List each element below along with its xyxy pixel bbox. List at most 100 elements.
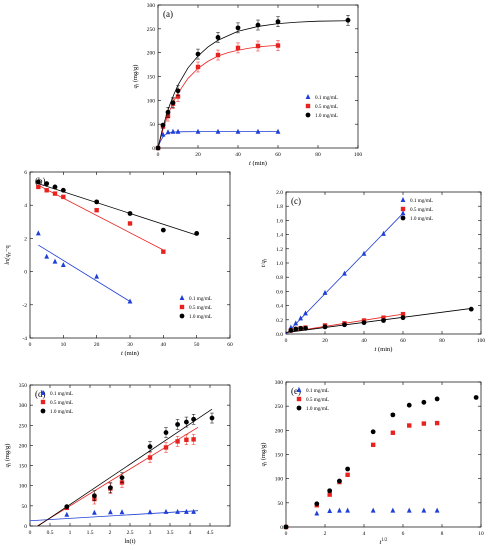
legend-marker	[179, 295, 185, 300]
legend-marker	[400, 215, 406, 221]
legend-marker	[305, 94, 311, 99]
data-point	[161, 249, 166, 254]
data-point	[170, 100, 176, 106]
x-tick-label: 4	[189, 530, 192, 536]
x-tick-label: 0	[157, 152, 160, 158]
data-point	[293, 326, 299, 332]
data-point	[160, 131, 166, 137]
y-tick-label: 1.8	[276, 204, 283, 210]
y-axis-label: qt (mg/g)	[260, 443, 269, 467]
fit-line	[158, 131, 278, 148]
x-tick-label: 3	[149, 530, 152, 536]
data-point	[345, 472, 350, 477]
y-axis-label: t/qt	[260, 258, 269, 267]
x-tick-label: 0	[285, 531, 288, 537]
plot-frame	[29, 384, 231, 527]
series-1-0-mg-ml	[155, 15, 351, 151]
series-0-5-mg-ml	[36, 426, 199, 526]
fit-line	[158, 20, 349, 148]
series-1-0-mg-ml	[283, 395, 479, 530]
legend-entry: 0.1 mg/mL	[315, 95, 338, 101]
y-tick-label: 200	[275, 428, 284, 434]
y-tick-label: -2	[22, 303, 27, 309]
data-point	[52, 184, 58, 190]
data-point	[337, 507, 342, 513]
data-point	[345, 466, 351, 472]
data-point	[322, 289, 328, 295]
data-point	[36, 184, 41, 190]
data-point	[327, 488, 333, 494]
data-point	[342, 322, 347, 328]
data-point	[361, 250, 367, 256]
panel-label: (e)	[291, 386, 301, 396]
x-tick-label: 40	[361, 338, 367, 344]
data-point	[235, 25, 241, 31]
y-tick-label: 0.0	[276, 332, 283, 338]
data-point	[44, 188, 49, 193]
y-tick-label: 150	[147, 75, 156, 81]
legend-entry: 0.1 mg/mL	[410, 198, 433, 204]
panel-label: (d)	[35, 389, 46, 399]
data-point	[175, 422, 181, 427]
data-point	[361, 320, 367, 326]
y-tick-label: 350	[19, 383, 28, 389]
fit-line	[37, 408, 213, 526]
data-point	[160, 227, 166, 233]
x-tick-label: 0	[29, 342, 32, 348]
x-tick-label: 6	[402, 531, 405, 537]
data-point	[314, 510, 320, 516]
y-tick-label: 0	[280, 525, 283, 531]
x-tick-label: 20	[94, 342, 100, 348]
data-point	[314, 501, 320, 507]
panel-label: (a)	[163, 9, 173, 19]
data-point	[381, 230, 386, 236]
data-point	[235, 45, 241, 51]
chart-panel-d: 0 0.5 1 1.5 2 2.5 3 3.5 4 4.5 0 50 100 150 200 250 300 35…	[4, 383, 231, 545]
data-point	[163, 445, 169, 450]
data-point	[370, 507, 376, 513]
x-tick-label: 2	[109, 530, 112, 536]
y-tick-label: 0.6	[276, 289, 283, 295]
data-point	[175, 128, 181, 134]
legend-entry: 0.5 mg/mL	[410, 207, 433, 213]
legend-marker	[40, 399, 46, 405]
series-0-1-mg-ml	[155, 128, 281, 150]
data-point	[322, 324, 328, 330]
y-tick-label: 1.0	[276, 261, 283, 267]
x-tick-label: 80	[315, 152, 321, 158]
y-axis-label: qt (mg/g)	[4, 444, 13, 468]
data-point	[345, 17, 351, 23]
series-0-1-mg-ml	[283, 507, 440, 529]
x-tick-label: 4.5	[207, 530, 214, 536]
chart-panel-a: 0 20 40 60 80 100 0 50 100 150 200 250 300 (a) t (min)…	[132, 3, 362, 167]
x-tick-label: 0	[285, 338, 288, 344]
data-point	[184, 437, 189, 442]
data-point	[175, 508, 180, 514]
series-0-5-mg-ml	[36, 184, 166, 254]
y-tick-label: 200	[19, 443, 28, 449]
data-point	[255, 128, 261, 134]
legend-entry: 0.1 mg/mL	[50, 391, 73, 397]
data-point	[155, 145, 161, 151]
legend-marker	[400, 206, 406, 212]
data-point	[406, 507, 412, 513]
y-tick-label: 6	[24, 170, 27, 176]
legend-marker	[40, 390, 46, 395]
y-tick-label: 50	[150, 122, 156, 128]
y-tick-label: 0	[152, 146, 155, 152]
x-axis-label: t (min)	[249, 160, 267, 167]
legend-entry: 1.0 mg/mL	[50, 409, 73, 415]
legend-entry: 0.5 mg/mL	[315, 104, 338, 110]
data-point	[195, 51, 201, 57]
data-point	[127, 221, 133, 226]
x-tick-label: 10	[478, 531, 484, 537]
series-1-0-mg-ml	[37, 408, 215, 526]
data-point	[108, 509, 113, 515]
data-point	[92, 509, 97, 515]
y-tick-label: 300	[147, 3, 156, 9]
plot-frame	[285, 191, 482, 335]
data-point	[175, 439, 180, 444]
data-point	[390, 430, 396, 435]
legend-marker	[296, 396, 302, 402]
legend-entry: 0.1 mg/mL	[189, 296, 212, 302]
